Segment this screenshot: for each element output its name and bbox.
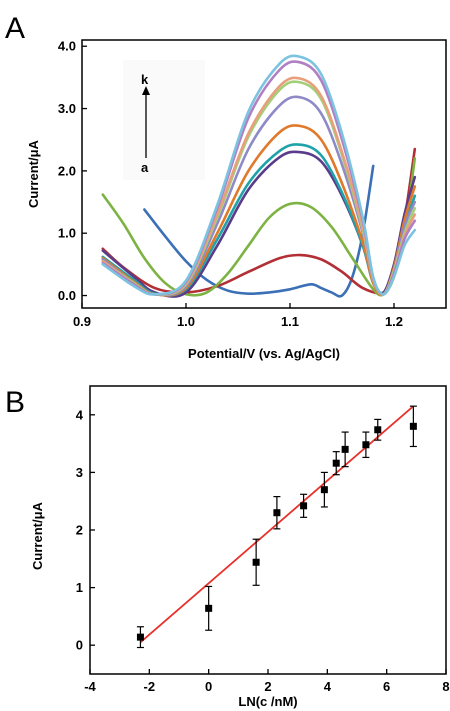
data-point-10 [374, 418, 382, 441]
y-tick-label: 1 [76, 580, 83, 595]
panel-b: B -4 -2 0 2 4 6 8 0 1 2 3 4 LN(c /nM) Current/μA [5, 385, 450, 709]
x-axis-label-a: Potential/V (vs. Ag/AgCl) [188, 346, 340, 361]
data-point-11 [409, 405, 417, 448]
annotation-top-label: k [141, 72, 149, 87]
y-tick-label: 4.0 [58, 39, 76, 54]
x-axis-label-b: LN(c /nM) [238, 694, 297, 709]
y-tick-label: 2.0 [58, 163, 76, 178]
square-marker [332, 459, 340, 467]
x-tick-label: 1.1 [281, 314, 299, 329]
square-marker [273, 509, 281, 517]
square-marker [362, 441, 370, 449]
x-tick-label: 2 [264, 679, 271, 694]
voltammogram-curve-11 [101, 54, 417, 296]
data-point-1 [136, 626, 144, 649]
data-point-5 [300, 493, 308, 518]
x-tick-label: 1.2 [385, 314, 403, 329]
square-marker [252, 558, 260, 566]
square-marker [320, 486, 328, 494]
data-point-8 [341, 431, 349, 468]
points-group-b [136, 405, 417, 649]
square-marker [300, 502, 308, 510]
square-marker [374, 426, 382, 434]
x-tick-label: -2 [144, 679, 156, 694]
data-point-6 [320, 471, 328, 508]
square-marker [136, 633, 144, 641]
y-axis-label-a: Current/μA [26, 139, 41, 208]
data-point-9 [362, 431, 370, 459]
y-tick-label: 0 [76, 638, 83, 653]
series-group-a [101, 54, 417, 298]
ticks-b: -4 -2 0 2 4 6 8 0 1 2 3 4 [76, 407, 450, 694]
data-point-7 [332, 451, 340, 476]
annotation-arrowhead [142, 86, 150, 95]
y-tick-label: 4 [76, 407, 84, 422]
square-marker [341, 445, 349, 453]
ticks-a: 0.9 1.0 1.1 1.2 0.0 1.0 2.0 3.0 4.0 [58, 39, 403, 329]
plot-frame-b [89, 385, 447, 675]
x-tick-label: 8 [442, 679, 449, 694]
y-tick-label: 3 [76, 465, 83, 480]
x-tick-label: 0 [205, 679, 212, 694]
y-axis-label-b: Current/μA [30, 501, 45, 570]
y-tick-label: 3.0 [58, 101, 76, 116]
data-point-2 [205, 585, 213, 631]
x-tick-label: 4 [324, 679, 332, 694]
x-tick-label: 0.9 [73, 314, 91, 329]
y-tick-label: 0.0 [58, 288, 76, 303]
data-point-4 [273, 495, 281, 530]
square-marker [205, 604, 213, 612]
plot-frame-a [81, 39, 447, 309]
x-tick-label: 6 [383, 679, 390, 694]
panel-letter-b: B [5, 386, 25, 419]
panel-a: A 0.9 1.0 1.1 1.2 0.0 1.0 2.0 3.0 4.0 k a Potent… [5, 12, 447, 361]
square-marker [409, 422, 417, 430]
annotation-box [123, 60, 205, 180]
data-point-3 [252, 538, 260, 586]
panel-letter-a: A [5, 12, 25, 45]
y-tick-label: 1.0 [58, 226, 76, 241]
x-tick-label: -4 [84, 679, 96, 694]
annotation-bottom-label: a [141, 160, 149, 175]
y-tick-label: 2 [76, 523, 83, 538]
x-tick-label: 1.0 [177, 314, 195, 329]
